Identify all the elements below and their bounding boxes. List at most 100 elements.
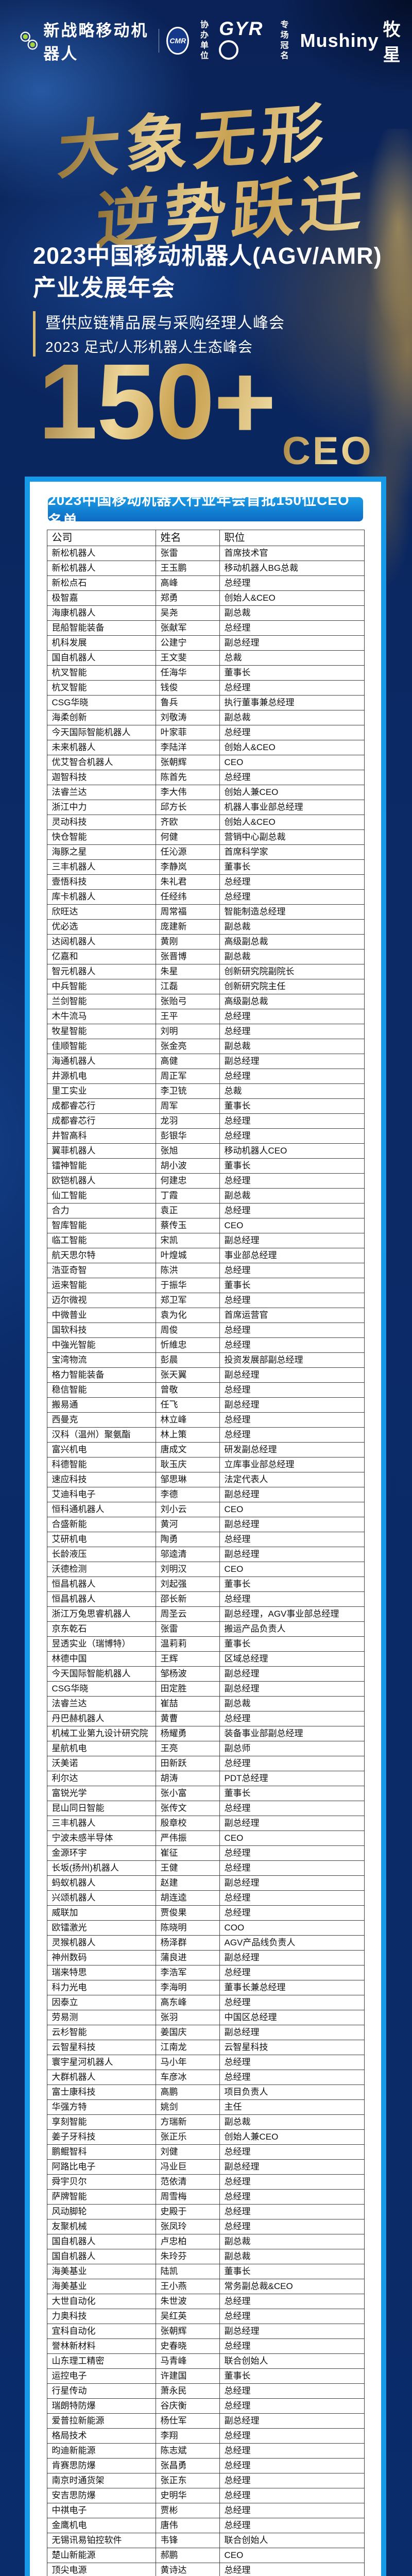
table-cell: 杨泽群	[155, 1935, 220, 1951]
table-cell: 唐成文	[155, 1442, 220, 1458]
table-cell: 中祺电子	[46, 2503, 156, 2518]
table-cell: 山东理工精密	[46, 2353, 156, 2369]
table-cell: 总经理	[219, 770, 365, 785]
table-cell: 阿路比电子	[46, 2159, 156, 2175]
table-cell: 郝鹏	[155, 2548, 220, 2563]
table-row: 新松点石 高峰 总经理	[46, 575, 365, 591]
table-cell: 董事长	[219, 2264, 365, 2279]
table-cell: 副总裁	[219, 2234, 365, 2249]
table-cell: 运来智能	[46, 1278, 156, 1293]
ceo-count-suffix: CEO	[282, 429, 373, 473]
table-cell: 许建国	[155, 2368, 220, 2384]
table-cell: 海通机器人	[46, 1054, 156, 1069]
table-row: 海美基业 王小燕 常务副总裁&CEO	[46, 2279, 365, 2294]
table-cell: 邹杨波	[155, 1666, 220, 1682]
table-row: 国自机器人 王文斐 总裁	[46, 650, 365, 666]
table-cell: 张凤玲	[155, 2219, 220, 2234]
ceo-table: 公司 姓名 职位 新松机器人 张雷 首席技术官 新松机器人 王玉鹏 移动机器人BG总裁 新松点石…	[46, 530, 365, 2576]
table-cell: 副总经理	[219, 1950, 365, 1965]
table-row: 新松机器人 王玉鹏 移动机器人BG总裁	[46, 561, 365, 576]
table-cell: 总经理	[219, 680, 365, 696]
table-cell: 总经理	[219, 889, 365, 905]
table-row: 因泰立 高东峰 总经理	[46, 1995, 365, 2010]
table-cell: 张天翼	[155, 1367, 220, 1383]
table-row: 牧星智能 刘明 总经理	[46, 1024, 365, 1039]
table-row: 迈尔微视 郑卫军 总经理	[46, 1293, 365, 1308]
table-cell: 宋凯	[155, 1233, 220, 1248]
table-cell: 壹悟科技	[46, 874, 156, 890]
table-cell: 研发副总经理	[219, 1442, 365, 1458]
table-cell: 张旭	[155, 1143, 220, 1159]
table-cell: 袁为化	[155, 1308, 220, 1323]
table-row: 汉科（温州）聚氨酯 林上策 总经理	[46, 1427, 365, 1443]
table-cell: 迈尔微视	[46, 1293, 156, 1308]
table-cell: 张晋博	[155, 949, 220, 964]
table-cell: 张朝辉	[155, 755, 220, 770]
table-cell: 李陆洋	[155, 740, 220, 755]
table-row: 西曼克 林立峰 总经理	[46, 1412, 365, 1428]
table-cell: 速应科技	[46, 1472, 156, 1487]
table-cell: 创新研究院副院长	[219, 964, 365, 979]
table-cell: 宜科自动化	[46, 2324, 156, 2339]
table-cell: 金源环宇	[46, 1845, 156, 1861]
table-cell: 忻維忠	[155, 1337, 220, 1353]
table-cell: 副总经理	[219, 1397, 365, 1413]
table-cell: 朱礼君	[155, 874, 220, 890]
table-cell: 昆山同日智能	[46, 1801, 156, 1816]
table-cell: 张传文	[155, 1801, 220, 1816]
table-cell: 副总裁	[219, 949, 365, 964]
table-cell: 总经理	[219, 2488, 365, 2503]
table-cell: 国自机器人	[46, 2234, 156, 2249]
table-row: 国自机器人 卢忠柏 副总裁	[46, 2234, 365, 2249]
table-row: 利尔达 胡涛 PDT总经理	[46, 1771, 365, 1786]
table-cell: CEO	[219, 1218, 365, 1233]
table-cell: 总经理	[219, 874, 365, 890]
ceo-table-body: 新松机器人 张雷 首席技术官 新松机器人 王玉鹏 移动机器人BG总裁 新松点石 高峰 总经理 极智…	[46, 546, 365, 2576]
table-cell: 富兴机电	[46, 1442, 156, 1458]
table-cell: 新松机器人	[46, 546, 156, 561]
table-cell: 总经理	[219, 2473, 365, 2488]
table-cell: 优艾智合机器人	[46, 755, 156, 770]
table-cell: 王辉	[155, 1651, 220, 1667]
table-cell: 范依清	[155, 2174, 220, 2190]
table-cell: 临工智能	[46, 1233, 156, 1248]
table-cell: 楚山新能源	[46, 2548, 156, 2563]
table-row: 宜科自动化 张朝辉 副总经理	[46, 2324, 365, 2339]
table-cell: 周俊	[155, 1323, 220, 1338]
table-row: CSG华晓 田定胜 副总经理	[46, 1681, 365, 1697]
table-row: 临工智能 宋凯 副总经理	[46, 1233, 365, 1248]
table-row: 未来机器人 李陆洋 创始人&CEO	[46, 740, 365, 755]
table-cell: 艾研机电	[46, 1532, 156, 1547]
table-cell: 恒昌机器人	[46, 1591, 156, 1607]
table-cell: 总经理	[219, 1323, 365, 1338]
table-cell: 于振华	[155, 1278, 220, 1293]
table-cell: 副总经理	[219, 1233, 365, 1248]
table-cell: CSG华晓	[46, 1681, 156, 1697]
table-row: 兰剑智能 张贻弓 高级副总裁	[46, 994, 365, 1009]
table-cell: 总经理	[219, 2219, 365, 2234]
table-cell: 总经理	[219, 2309, 365, 2324]
table-cell: 执行董事兼总经理	[219, 695, 365, 710]
table-cell: 副总经理	[219, 1367, 365, 1383]
table-cell: 昆船智能装备	[46, 620, 156, 636]
table-row: 恒科通机器人 刘小云 CEO	[46, 1502, 365, 1517]
table-cell: 未来机器人	[46, 740, 156, 755]
table-cell: CEO	[219, 755, 365, 770]
table-cell: 行星传动	[46, 2383, 156, 2399]
ceo-list-card: 2023中国移动机器人行业年会首批150位CEO名单 公司 姓名 职位 新松机器人张…	[25, 477, 386, 2576]
table-row: 金源环宇 崔征 总经理	[46, 1845, 365, 1861]
event-subtitle-line2: 2023 足式/人形机器人生态峰会	[45, 339, 253, 355]
table-cell: 格力智能装备	[46, 1367, 156, 1383]
table-row: 恒昌机器人 邵长新 总经理	[46, 1591, 365, 1607]
table-cell: 殷章校	[155, 1816, 220, 1831]
table-cell: 副总裁	[219, 1039, 365, 1054]
table-cell: 创始人&CEO	[219, 590, 365, 606]
table-cell: 井源机电	[46, 1069, 156, 1084]
table-row: 库卡机器人 任经纬 总经理	[46, 889, 365, 905]
table-row: 林德中国 王辉 区域总经理	[46, 1651, 365, 1667]
table-cell: 总经理	[219, 2204, 365, 2219]
table-row: 科力光电 李海明 董事长兼总经理	[46, 1980, 365, 1995]
table-cell: 龙羽	[155, 1113, 220, 1129]
table-cell: 邵长新	[155, 1591, 220, 1607]
table-row: 格力智能装备 张天翼 副总经理	[46, 1367, 365, 1383]
